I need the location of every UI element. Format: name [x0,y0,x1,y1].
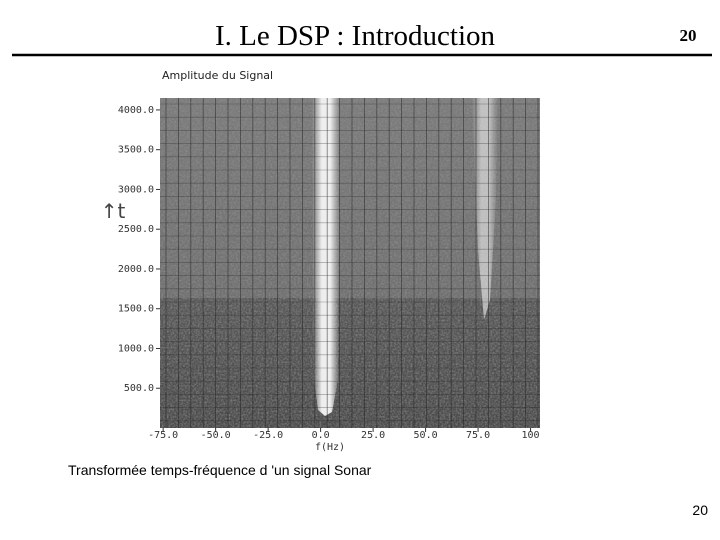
y-tick-label: 2500.0 [118,224,154,235]
x-axis-label: f(Hz) [315,442,345,453]
slide-number: 20 [680,26,697,45]
figure-title: Amplitude du Signal [162,69,273,82]
slide-title: I. Le DSP : Introduction [215,20,496,52]
x-tick-label: 50.0 [414,430,438,441]
spectrogram: Amplitude du Signal f(Hz) ↑t 500.01000.0… [101,69,540,453]
x-tick-label: 0.0 [312,430,330,441]
caption: Transformée temps-fréquence d 'un signal… [68,462,372,478]
y-tick-label: 3000.0 [118,184,154,195]
page-number: 20 [692,502,708,518]
y-tick-label: 500.0 [124,383,154,394]
x-tick-label: -75.0 [148,430,178,441]
x-tick-label: -25.0 [253,430,283,441]
signal-stripe [472,98,498,320]
y-tick-label: 2000.0 [118,264,154,275]
y-tick-label: 3500.0 [118,145,154,156]
x-tick-label: 25.0 [361,430,385,441]
y-tick-label: 1500.0 [118,304,154,315]
x-tick-label: 100 [522,430,540,441]
x-tick-label: 75.0 [466,430,490,441]
y-tick-label: 1000.0 [118,343,154,354]
y-axis-label: ↑t [101,199,126,223]
x-tick-label: -50.0 [201,430,231,441]
signal-stripe [312,98,340,416]
y-tick-label: 4000.0 [118,105,154,116]
